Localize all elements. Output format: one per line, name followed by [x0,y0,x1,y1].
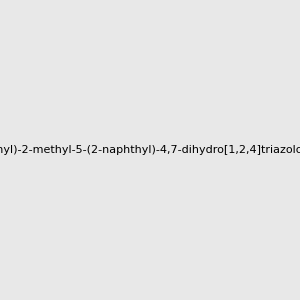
Text: 7-(4-Methoxyphenyl)-2-methyl-5-(2-naphthyl)-4,7-dihydro[1,2,4]triazolo[1,5-a]pyr: 7-(4-Methoxyphenyl)-2-methyl-5-(2-naphth… [0,145,300,155]
